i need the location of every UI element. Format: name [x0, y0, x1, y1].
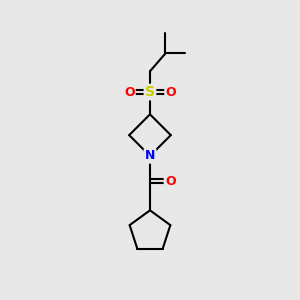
Text: S: S [145, 85, 155, 99]
Text: O: O [124, 85, 134, 98]
Text: O: O [166, 85, 176, 98]
Text: N: N [145, 149, 155, 162]
Text: O: O [165, 175, 175, 188]
